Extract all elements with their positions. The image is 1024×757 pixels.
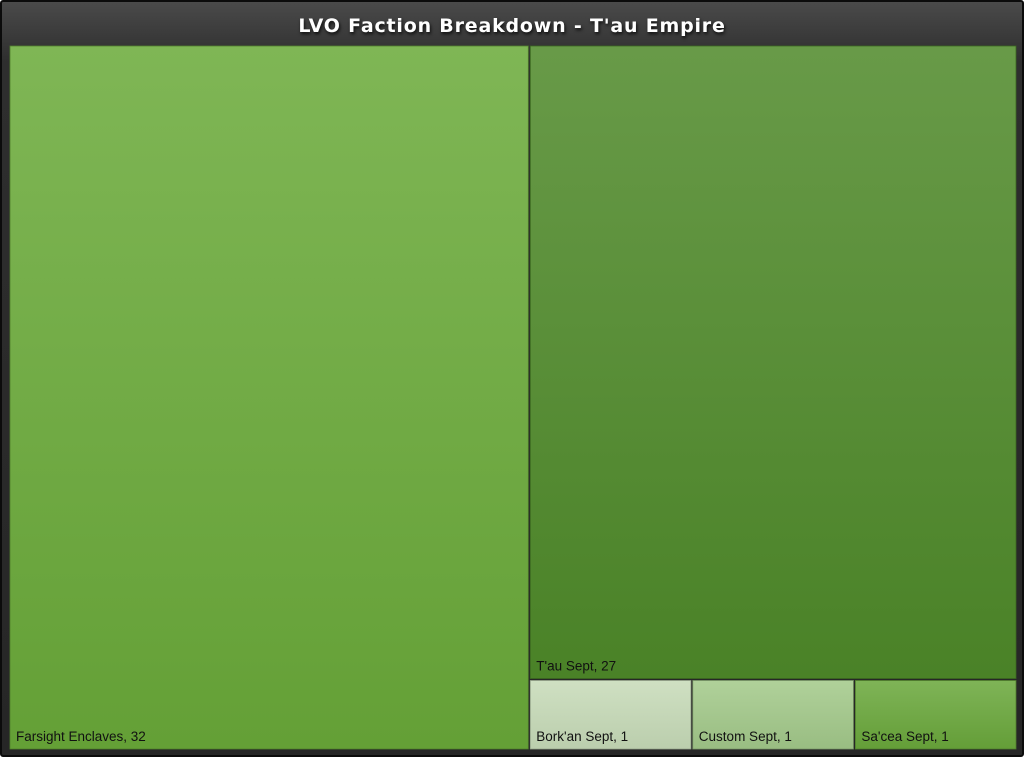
tile-label-farsight-enclaves: Farsight Enclaves, 32 xyxy=(16,729,146,744)
treemap-plot: Farsight Enclaves, 32 T'au Sept, 27 Bork'a… xyxy=(9,45,1017,750)
tile-label-custom-sept: Custom Sept, 1 xyxy=(699,729,792,744)
chart-title: LVO Faction Breakdown - T'au Empire xyxy=(298,15,726,37)
tile-label-t-au-sept: T'au Sept, 27 xyxy=(536,659,616,674)
tile-sa-cea-sept xyxy=(855,680,1017,750)
tile-bork-an-sept xyxy=(529,680,692,750)
tile-label-sa-cea-sept: Sa'cea Sept, 1 xyxy=(861,729,948,744)
tile-custom-sept xyxy=(692,680,854,750)
tile-farsight-enclaves xyxy=(9,45,529,750)
tile-t-au-sept xyxy=(529,45,1017,679)
tile-label-bork-an-sept: Bork'an Sept, 1 xyxy=(536,729,628,744)
